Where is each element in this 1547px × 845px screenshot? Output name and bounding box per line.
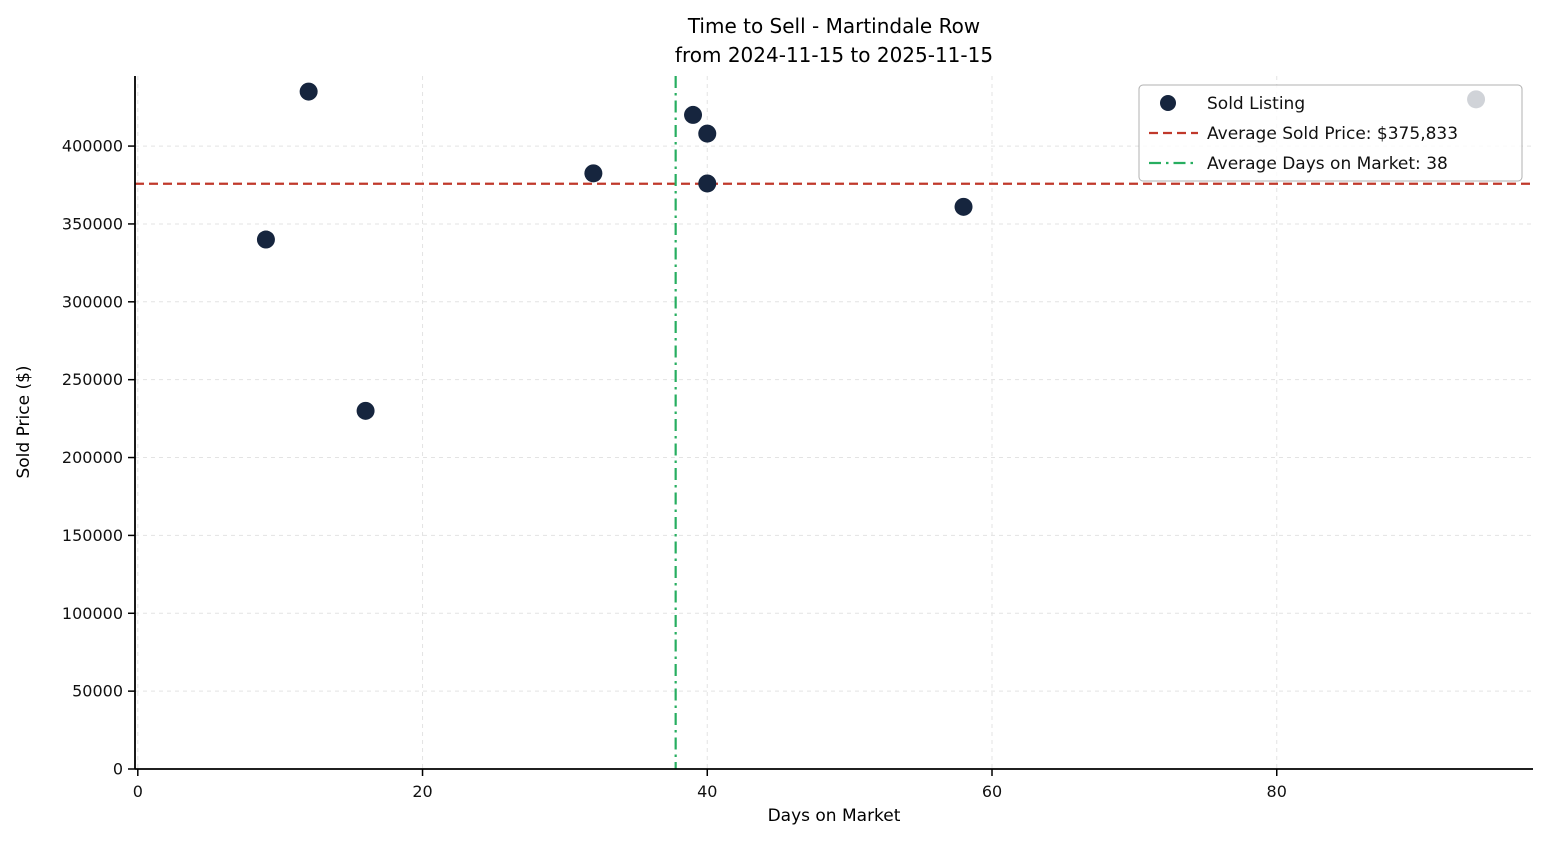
x-tick-label: 60: [982, 782, 1002, 801]
y-tick-label: 150000: [62, 526, 123, 545]
scatter-point: [954, 197, 973, 216]
x-tick-label: 0: [133, 782, 143, 801]
scatter-point: [299, 82, 318, 101]
legend-box: [1138, 84, 1523, 182]
x-tick-label: 40: [697, 782, 717, 801]
y-axis-label: Sold Price ($): [14, 365, 34, 479]
y-tick-label: 400000: [62, 137, 123, 156]
legend-label: Average Days on Market: 38: [1207, 154, 1448, 174]
legend: Sold Listing Average Sold Price: $375,833…: [1138, 84, 1523, 182]
y-tick-label: 50000: [72, 682, 123, 701]
y-tick-label: 300000: [62, 292, 123, 311]
legend-label: Sold Listing: [1207, 94, 1305, 114]
legend-label: Average Sold Price: $375,833: [1207, 124, 1458, 144]
y-tick-label: 250000: [62, 370, 123, 389]
scatter-point: [698, 174, 717, 193]
chart-title-line1: Time to Sell - Martindale Row: [687, 14, 981, 38]
x-axis-label: Days on Market: [767, 806, 901, 826]
y-tick-label: 200000: [62, 448, 123, 467]
x-tick-label: 80: [1267, 782, 1287, 801]
legend-marker-dot: [1160, 95, 1176, 111]
y-tick-label: 350000: [62, 214, 123, 233]
scatter-point: [584, 164, 603, 183]
x-tick-label: 20: [412, 782, 432, 801]
scatter-point: [684, 105, 703, 124]
chart-title: Time to Sell - Martindale Row from 2024-…: [675, 12, 993, 70]
scatter-point: [256, 230, 275, 249]
y-tick-label: 100000: [62, 604, 123, 623]
scatter-point: [698, 124, 717, 143]
scatter-point: [356, 401, 375, 420]
y-tick-label: 0: [113, 760, 123, 779]
chart-title-line2: from 2024-11-15 to 2025-11-15: [674, 43, 994, 67]
